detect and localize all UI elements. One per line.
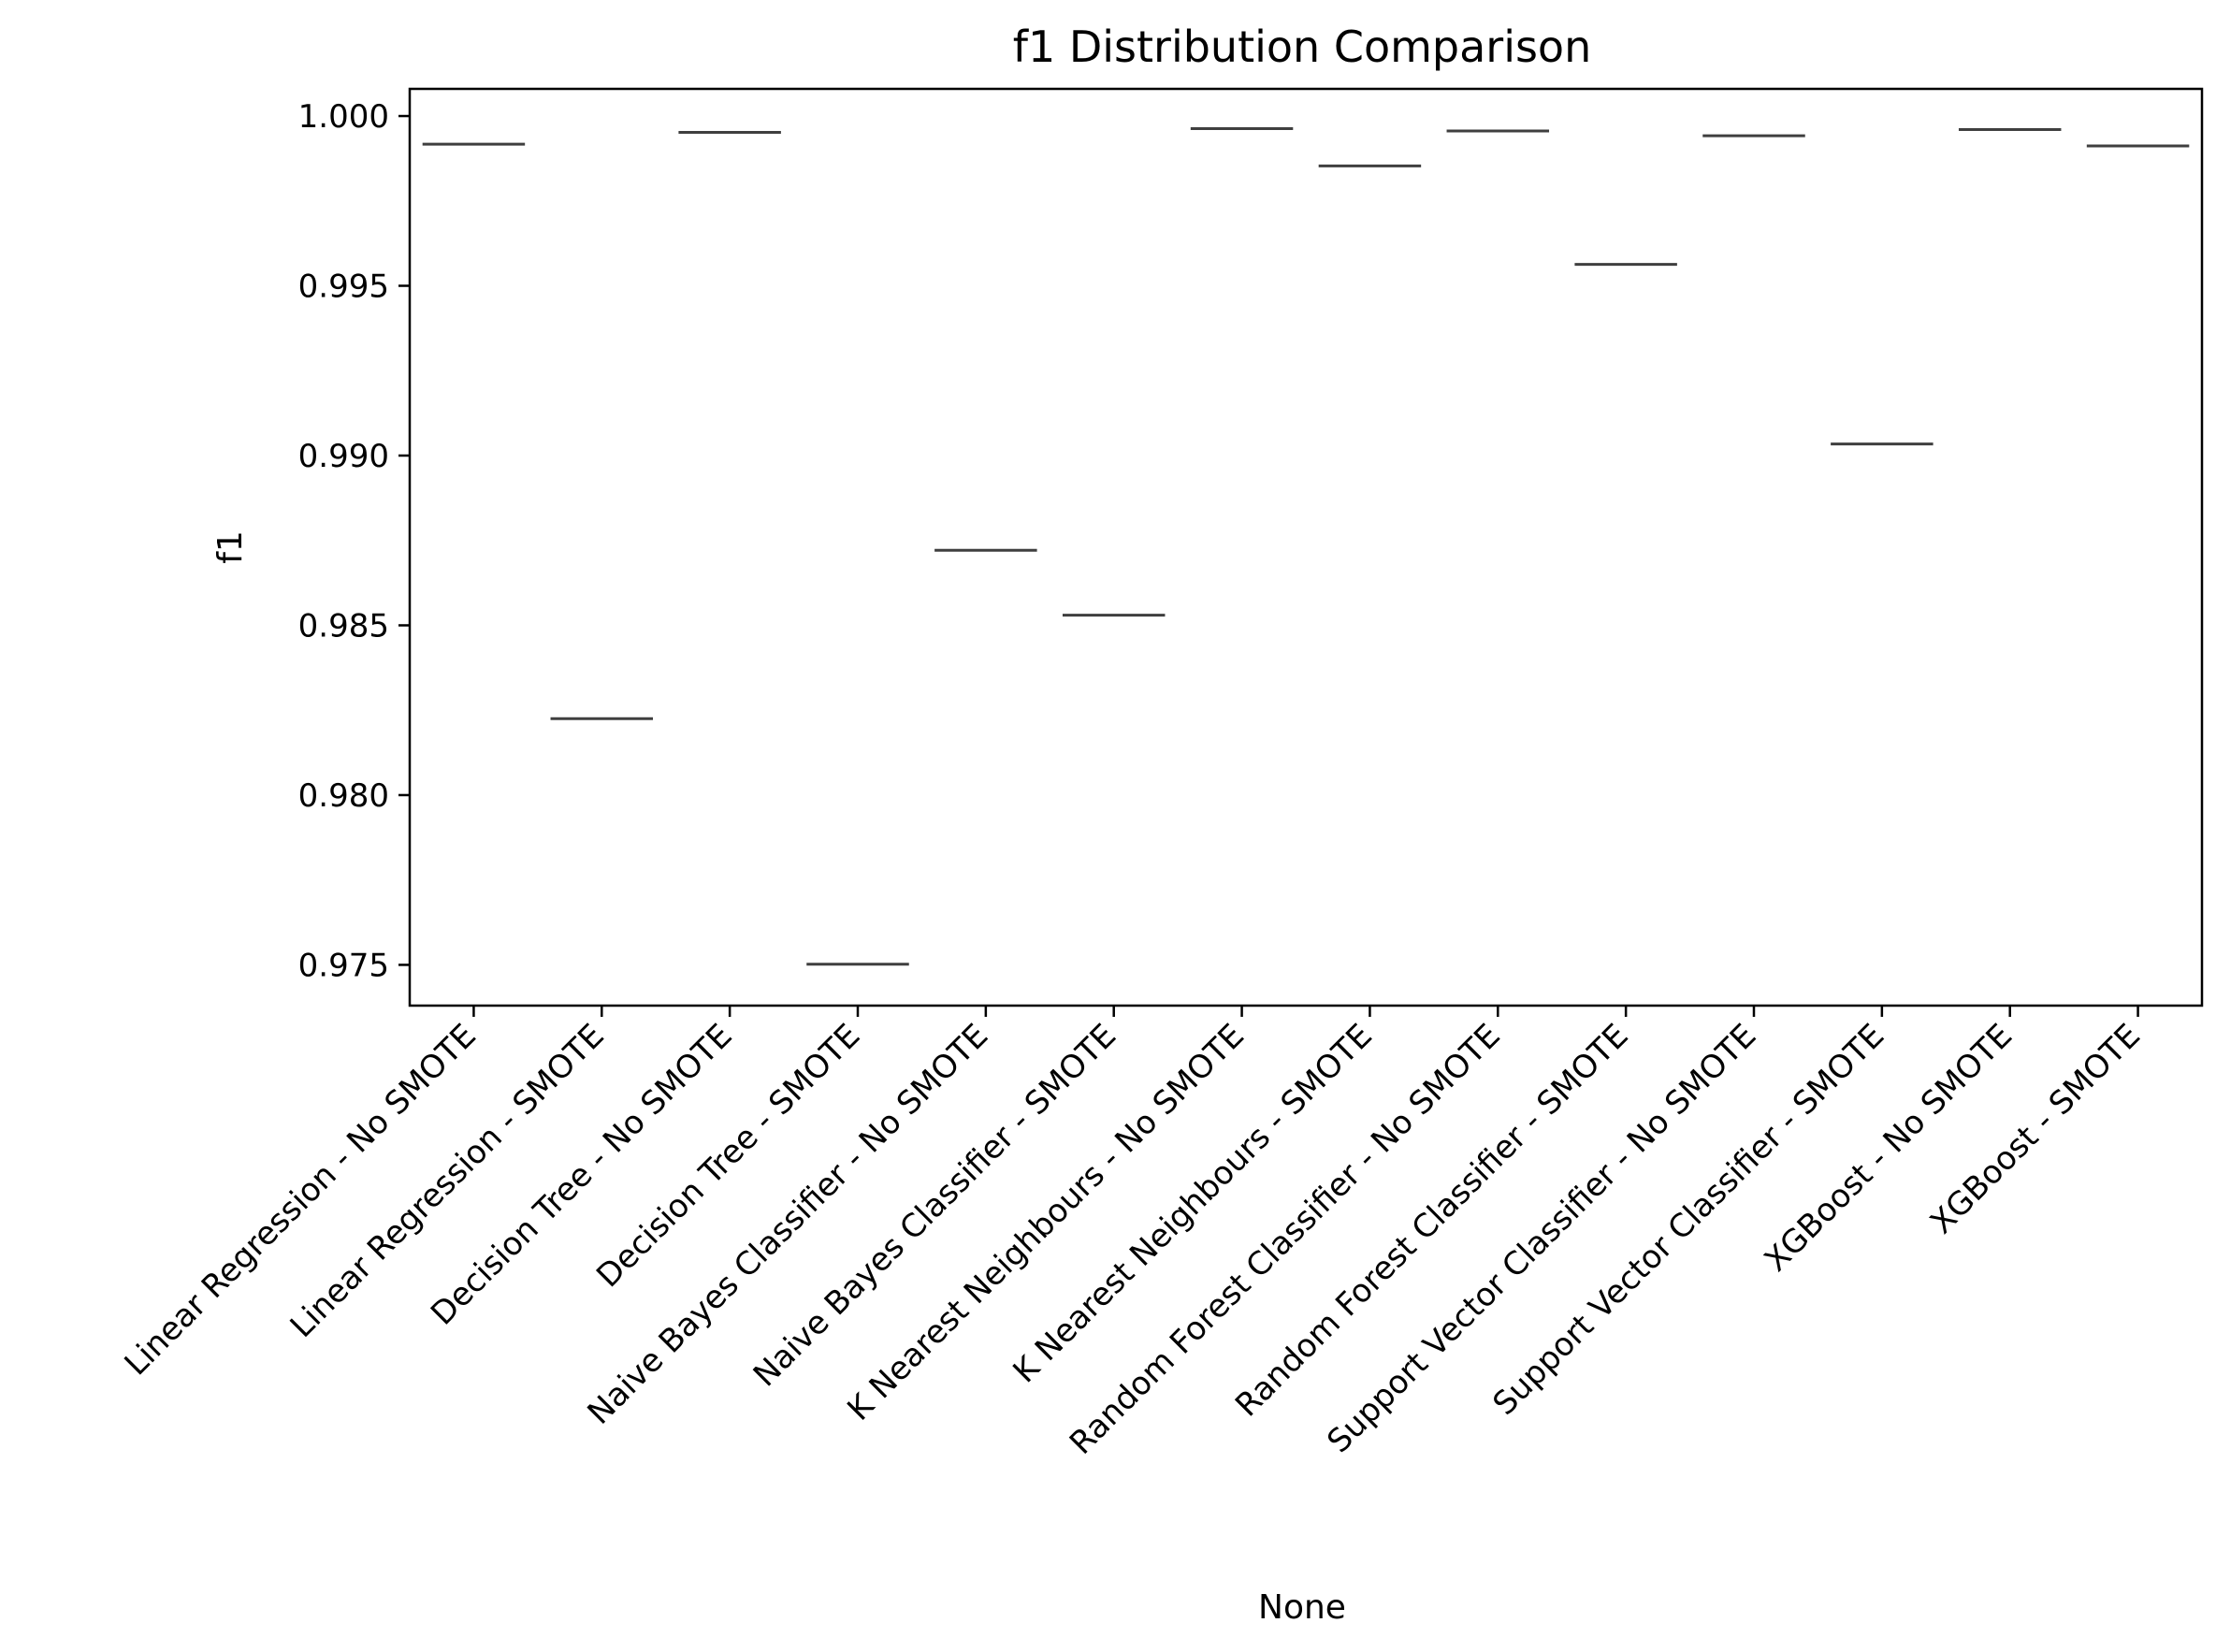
chart-title: f1 Distribution Comparison	[1013, 22, 1591, 72]
x-axis-label: None	[1258, 1588, 1346, 1627]
y-tick-label: 1.000	[298, 98, 389, 136]
y-axis-label: f1	[211, 530, 250, 564]
y-tick-label: 0.990	[298, 438, 389, 475]
plot-marks	[422, 126, 2190, 966]
y-tick-label: 0.985	[298, 607, 389, 645]
plot-frame	[408, 87, 2204, 1007]
y-tick-label: 0.995	[298, 268, 389, 306]
y-axis-ticks: 1.000 0.995 0.990 0.985 0.980 0.975	[298, 98, 410, 984]
y-tick-label: 0.975	[298, 947, 389, 984]
y-tick-label: 0.980	[298, 777, 389, 815]
